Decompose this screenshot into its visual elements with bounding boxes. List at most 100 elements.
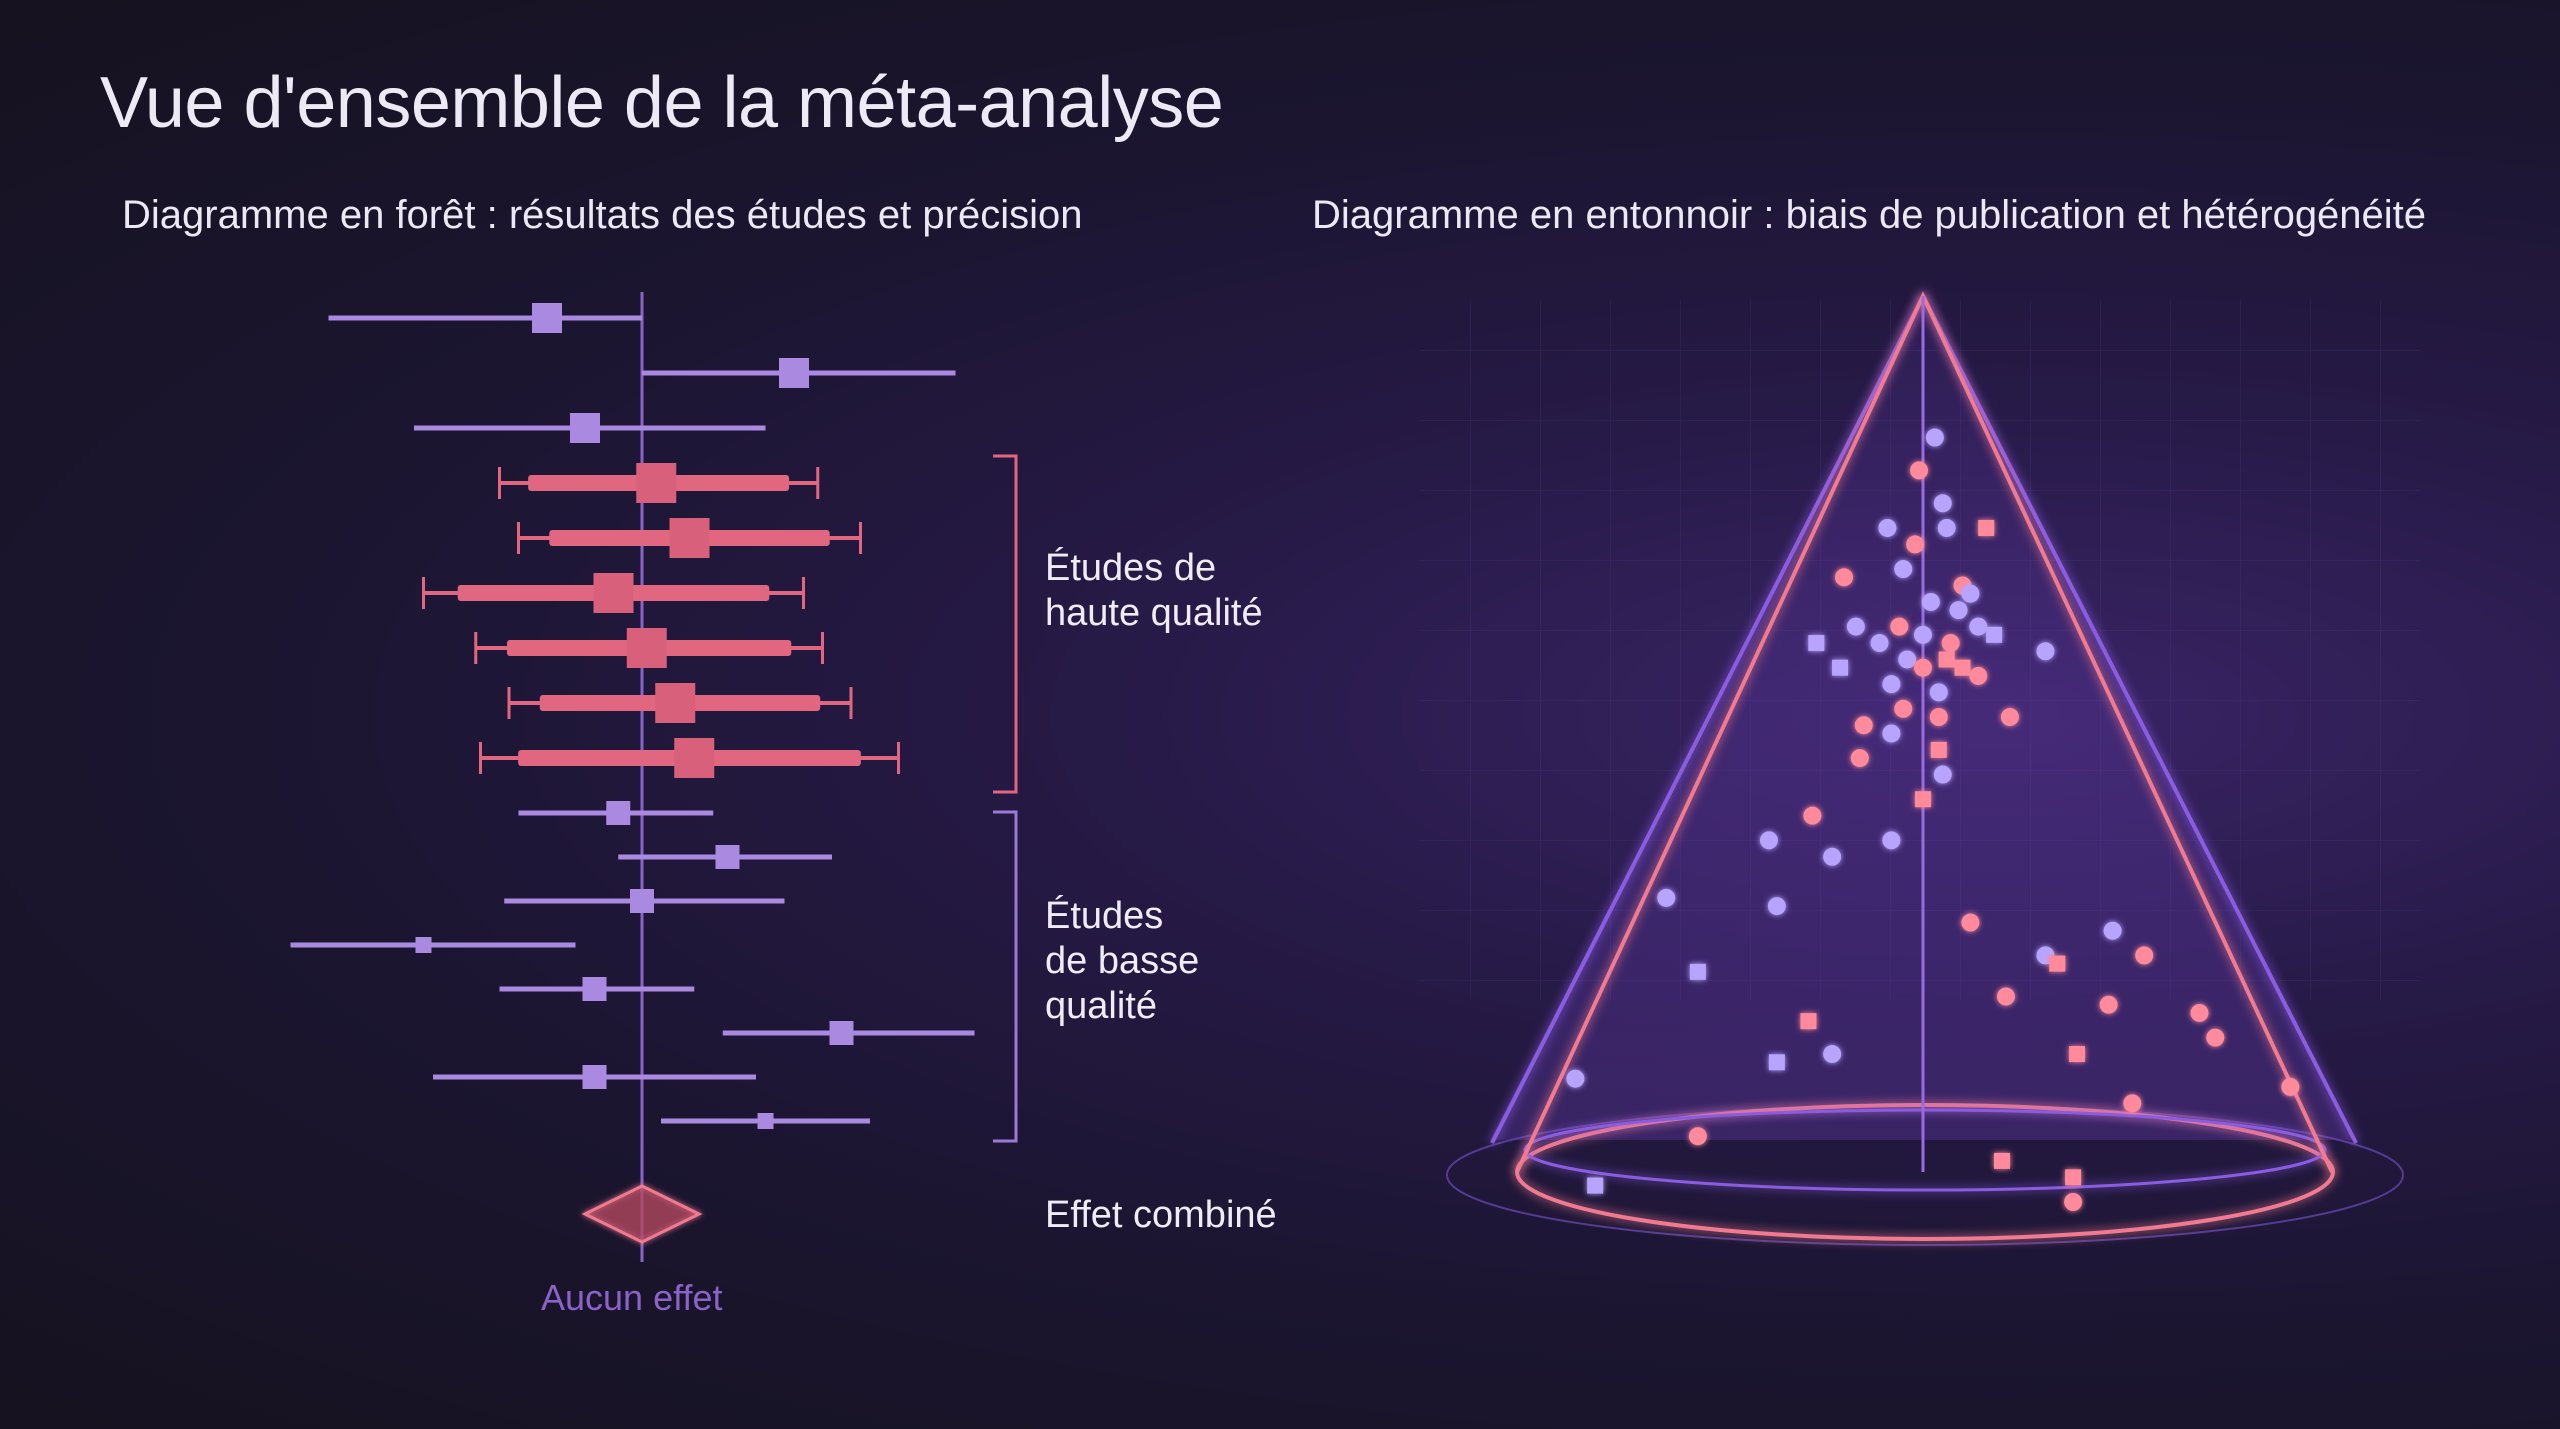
study-point-circle [1961,913,1980,932]
forest-row [290,937,576,953]
page-title: Vue d'ensemble de la méta-analyse [100,63,1224,143]
forest-plot-subtitle: Diagramme en forêt : résultats des étude… [122,193,1083,237]
forest-row [433,1065,756,1089]
study-point-circle [2000,708,2019,727]
study-point-circle [2064,1193,2083,1211]
forest-row [518,801,714,825]
study-point-circle [1949,601,1968,620]
study-point-circle [1914,625,1932,644]
study-point-circle [1933,494,1952,513]
study-point-square [1832,659,1849,676]
high-quality-bracket [993,454,1018,794]
forest-row [517,518,862,558]
study-point-circle [1878,518,1897,537]
study-point-circle [1929,708,1948,727]
study-estimate-marker [582,1065,607,1089]
no-effect-axis-label: Aucun effet [541,1277,723,1318]
forest-row [414,413,766,443]
study-point-circle [1929,683,1948,702]
forest-row [504,889,785,913]
study-estimate-marker [715,845,740,869]
study-point-circle [1996,987,2015,1006]
study-point-circle [1823,847,1842,866]
study-estimate-marker [415,937,432,953]
forest-row [722,1021,975,1045]
study-point-circle [1941,634,1960,653]
study-point-circle [1657,888,1676,907]
study-point-circle [1566,1069,1585,1088]
study-point-circle [2190,1003,2209,1022]
study-point-circle [1933,765,1952,784]
study-estimate-marker [532,303,562,333]
study-point-circle [1835,568,1853,587]
study-estimate-marker [674,738,715,778]
study-point-circle [1854,716,1873,735]
study-point-circle [1890,617,1909,636]
study-point-circle [1910,461,1929,480]
forest-row [422,573,805,613]
funnel-plot-subtitle: Diagramme en entonnoir : biais de public… [1312,193,2427,237]
study-point-circle [1823,1045,1842,1064]
study-estimate-marker [626,628,667,668]
study-point-circle [1882,675,1901,694]
study-estimate-marker [655,683,696,723]
study-point-square [2065,1169,2082,1186]
forest-row [499,977,695,1001]
forest-row [328,303,642,333]
study-point-square [1915,791,1931,808]
study-point-circle [1914,658,1932,677]
study-estimate-marker [630,889,654,913]
study-point-circle [2036,642,2055,661]
study-point-square [1978,519,1995,536]
study-point-circle [1688,1127,1707,1146]
study-point-square [1954,659,1971,676]
study-estimate-marker [593,573,634,613]
forest-row [474,628,824,668]
forest-row [507,683,853,723]
study-point-square [2069,1046,2086,1063]
study-point-circle [2206,1028,2225,1047]
study-point-circle [1767,897,1786,916]
study-estimate-marker [636,463,677,503]
study-estimate-marker [829,1021,854,1045]
study-point-circle [1969,617,1988,636]
study-point-circle [1882,831,1901,850]
study-estimate-marker [582,977,607,1001]
pooled-effect-diamond [581,1184,703,1244]
study-point-square [1800,1013,1817,1030]
forest-row [479,738,900,778]
study-estimate-marker [669,518,710,558]
study-point-square [1938,651,1955,668]
study-point-circle [1850,749,1869,768]
study-point-circle [2135,946,2154,965]
study-point-circle [1894,560,1913,579]
study-point-circle [1937,518,1956,537]
study-point-square [2049,955,2066,972]
study-point-circle [1870,634,1889,653]
study-point-circle [1894,699,1913,718]
study-estimate-marker [779,358,809,388]
study-estimate-marker [606,801,631,825]
study-estimate-marker [757,1113,774,1129]
study-point-circle [1759,831,1778,850]
study-point-square [1768,1054,1785,1071]
study-point-circle [2123,1094,2142,1113]
study-estimate-marker [570,413,600,443]
study-point-circle [2099,995,2118,1014]
study-point-circle [1925,428,1944,447]
forest-row [642,358,956,388]
study-point-square [1994,1152,2010,1169]
study-point-square [1808,635,1825,652]
study-point-circle [1882,724,1901,743]
study-point-circle [1921,592,1940,611]
study-point-circle [2103,921,2122,940]
study-point-circle [1969,666,1988,685]
forest-plot [290,292,1018,1262]
forest-row [661,1113,870,1129]
low-quality-group-label: Études de basse qualité [1045,895,1200,1027]
combined-effect-label: Effet combiné [1045,1194,1277,1236]
study-point-circle [2281,1077,2300,1096]
study-point-square [1689,963,1706,980]
high-quality-group-label: Études de haute qualité [1045,547,1263,634]
